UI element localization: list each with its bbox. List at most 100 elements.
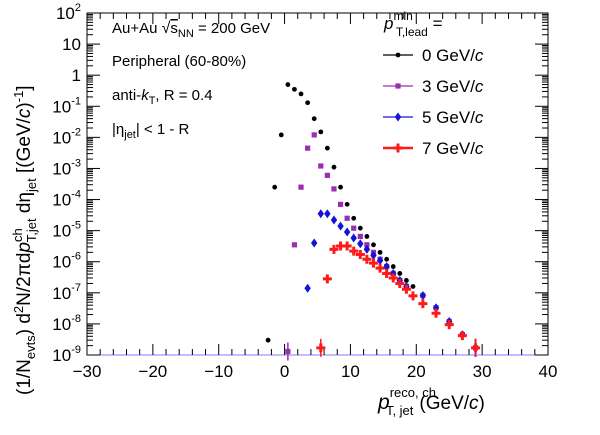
data-point bbox=[349, 246, 359, 256]
y-tick-label: 10-7 bbox=[52, 282, 81, 303]
data-point bbox=[404, 278, 409, 283]
data-point bbox=[292, 86, 297, 92]
y-tick-label: 10-6 bbox=[52, 251, 81, 272]
data-point bbox=[330, 215, 338, 225]
y-tick-label: 10-3 bbox=[52, 157, 81, 178]
series-2 bbox=[304, 209, 479, 357]
data-point bbox=[363, 244, 371, 254]
data-point bbox=[316, 343, 326, 353]
data-point bbox=[272, 184, 278, 190]
legend-entry: 3 GeV/c bbox=[383, 77, 484, 96]
data-point bbox=[318, 129, 324, 135]
legend-entry: 7 GeV/c bbox=[383, 139, 484, 158]
x-tick-label: 0 bbox=[280, 362, 289, 381]
data-point bbox=[432, 303, 440, 313]
y-tick-label: 10 bbox=[62, 35, 81, 54]
legend-entry: 0 GeV/c bbox=[383, 46, 484, 65]
y-tick-label: 1 bbox=[72, 66, 81, 85]
data-point bbox=[390, 264, 396, 269]
annotation-collision: Au+Au √sNN = 200 GeV bbox=[112, 20, 270, 40]
data-point bbox=[395, 278, 405, 288]
data-point bbox=[384, 256, 390, 262]
data-point bbox=[338, 184, 343, 190]
x-tick-label: −10 bbox=[204, 362, 233, 381]
data-point bbox=[471, 343, 481, 353]
data-point bbox=[285, 348, 291, 355]
annotation-eta-cut: |ηjet| < 1 - R bbox=[112, 121, 190, 141]
data-point bbox=[351, 215, 357, 221]
data-point bbox=[331, 164, 337, 170]
data-point bbox=[324, 209, 331, 219]
data-point bbox=[350, 233, 357, 243]
x-tick-label: −20 bbox=[138, 362, 167, 381]
legend-marker bbox=[394, 112, 402, 122]
x-tick-label: 10 bbox=[341, 362, 360, 381]
data-point bbox=[355, 250, 365, 260]
data-point bbox=[375, 263, 385, 273]
data-point bbox=[298, 91, 304, 97]
x-tick-label: −30 bbox=[73, 362, 102, 381]
data-point bbox=[305, 100, 311, 106]
data-point bbox=[397, 271, 403, 276]
y-axis-title: (1/Nevts) d2N/2πdpchT,jet dηjet [(GeV/c)… bbox=[10, 85, 39, 395]
data-point bbox=[311, 132, 317, 138]
data-point bbox=[444, 320, 454, 330]
data-point bbox=[342, 241, 352, 251]
data-point bbox=[265, 337, 271, 343]
legend: pmin T,lead = 0 GeV/c 3 GeV/c 5 GeV/c 7 GeV/… bbox=[383, 9, 484, 158]
y-axis-ticks: 10-9 10-8 10-7 10-6 10-5 10-4 10-3 10-2 10-1 1 10 1… bbox=[52, 2, 548, 365]
data-point bbox=[357, 239, 364, 249]
data-point bbox=[368, 258, 378, 268]
legend-marker bbox=[395, 52, 401, 58]
data-point bbox=[410, 284, 416, 289]
y-tick-label: 10-9 bbox=[52, 344, 81, 365]
series-3 bbox=[316, 241, 481, 357]
data-point bbox=[344, 215, 350, 221]
data-point bbox=[298, 184, 304, 190]
data-point bbox=[329, 244, 339, 254]
data-point bbox=[322, 274, 332, 284]
data-point bbox=[311, 238, 318, 248]
data-point bbox=[317, 209, 324, 219]
data-point bbox=[285, 82, 291, 87]
data-point bbox=[408, 291, 418, 301]
legend-marker bbox=[393, 143, 403, 153]
y-tick-label: 10-8 bbox=[52, 313, 81, 334]
data-point bbox=[337, 201, 344, 207]
data-point bbox=[343, 227, 351, 237]
data-point bbox=[377, 249, 383, 255]
data-point bbox=[357, 233, 363, 240]
y-tick-label: 10-2 bbox=[52, 126, 81, 147]
legend-title: pmin T,lead = bbox=[383, 9, 443, 39]
data-point bbox=[376, 255, 384, 265]
y-tick-label: 10-1 bbox=[52, 95, 81, 116]
data-point bbox=[324, 172, 330, 178]
data-point bbox=[337, 221, 344, 231]
x-tick-label: 30 bbox=[473, 362, 492, 381]
data-point bbox=[357, 225, 363, 231]
data-point bbox=[318, 163, 324, 169]
data-point bbox=[364, 242, 370, 248]
legend-label: 7 GeV/c bbox=[422, 139, 484, 158]
data-point bbox=[390, 268, 397, 278]
data-point bbox=[304, 283, 311, 293]
annotation-centrality: Peripheral (60-80%) bbox=[112, 53, 246, 70]
y-tick-label: 10-4 bbox=[52, 189, 81, 210]
plot-frame bbox=[86, 12, 549, 356]
y-tick-label: 10-5 bbox=[52, 220, 81, 241]
data-point bbox=[457, 331, 467, 341]
data-point bbox=[383, 262, 390, 272]
data-point bbox=[278, 132, 284, 138]
data-point bbox=[401, 284, 411, 294]
data-point bbox=[305, 145, 311, 151]
legend-label: 3 GeV/c bbox=[422, 77, 484, 96]
data-point bbox=[362, 254, 372, 264]
data-point bbox=[291, 242, 298, 248]
x-axis-ticks: −30 −20 −10 0 10 20 30 40 bbox=[73, 13, 558, 381]
data-point bbox=[364, 234, 370, 239]
legend-label: 5 GeV/c bbox=[422, 108, 484, 127]
data-point bbox=[370, 250, 377, 260]
data-point bbox=[324, 145, 330, 151]
x-tick-label: 40 bbox=[539, 362, 558, 381]
